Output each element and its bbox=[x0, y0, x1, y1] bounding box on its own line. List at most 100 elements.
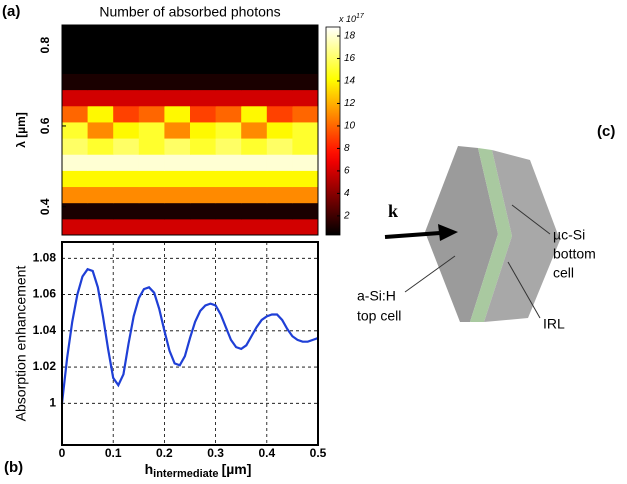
heatmap-cell bbox=[164, 170, 191, 188]
heatmap-cell bbox=[87, 170, 114, 188]
diagram-label: IRL bbox=[543, 316, 565, 332]
heatmap-cell bbox=[241, 218, 268, 235]
plot-frame bbox=[61, 24, 319, 236]
heatmap-cell bbox=[241, 121, 268, 139]
heatmap-cell bbox=[190, 25, 217, 42]
y-tick-label: 0.8 bbox=[38, 37, 52, 54]
heatmap-cell bbox=[113, 25, 140, 42]
heatmap-cell bbox=[62, 41, 89, 58]
solar-cell-diagram: k µc-Si bottom cell a-Si:H top cell IRL … bbox=[357, 123, 615, 332]
heatmap-cell bbox=[241, 41, 268, 58]
heatmap-cell bbox=[215, 25, 242, 42]
heatmap-cell bbox=[138, 186, 165, 204]
colorbar-tick-label: 10 bbox=[344, 121, 356, 132]
y-tick-label: 1.08 bbox=[33, 250, 57, 264]
heatmap-cell bbox=[266, 154, 293, 171]
heatmap-cell bbox=[292, 121, 318, 139]
heatmap-cell bbox=[215, 154, 242, 171]
heatmap-cell bbox=[241, 57, 268, 74]
heatmap-cell bbox=[113, 41, 140, 58]
colorbar-tick-label: 8 bbox=[344, 143, 350, 154]
heatmap-cell bbox=[138, 73, 165, 91]
heatmap-cell bbox=[266, 73, 293, 91]
heatmap-cell bbox=[62, 170, 89, 188]
heatmap-cell bbox=[87, 202, 114, 220]
heatmap-cell bbox=[266, 186, 293, 204]
x-axis-label-subscript: intermediate bbox=[153, 468, 218, 480]
heatmap-cell bbox=[164, 154, 191, 171]
colorbar-tick-label: 18 bbox=[344, 31, 356, 42]
multiplier-base: x 10 bbox=[338, 14, 356, 24]
heatmap-cell bbox=[292, 202, 318, 220]
heatmap-cell bbox=[113, 138, 140, 155]
heatmap-cell bbox=[266, 105, 293, 123]
colorbar-tick-label: 2 bbox=[343, 211, 350, 222]
heatmap-cell bbox=[138, 25, 165, 42]
heatmap-cell bbox=[190, 186, 217, 204]
y-axis-label: λ [µm] bbox=[14, 112, 28, 148]
wave-vector-label: k bbox=[388, 201, 398, 221]
heatmap-cell bbox=[266, 138, 293, 155]
heatmap-cell bbox=[62, 218, 89, 235]
colorbar-tick-label: 4 bbox=[344, 188, 350, 199]
heatmap-cell bbox=[292, 138, 318, 155]
heatmap-cell bbox=[62, 202, 89, 220]
x-tick-label: 0.1 bbox=[105, 446, 122, 460]
panel-label: (c) bbox=[597, 123, 615, 140]
heatmap-cell bbox=[164, 73, 191, 91]
heatmap-cell bbox=[215, 218, 242, 235]
heatmap-cell bbox=[62, 138, 89, 155]
y-tick-label: 1 bbox=[49, 395, 56, 409]
heatmap-cell bbox=[215, 105, 242, 123]
heatmap-cell bbox=[215, 202, 242, 220]
heatmap-cell bbox=[164, 25, 191, 42]
heatmap-cell bbox=[138, 154, 165, 171]
heatmap-cell bbox=[292, 73, 318, 91]
colorbar-multiplier: x 1017 bbox=[338, 13, 365, 25]
colorbar bbox=[325, 26, 341, 236]
top-cell-layer bbox=[425, 146, 498, 322]
y-tick-label: 1.04 bbox=[33, 323, 57, 337]
heatmap-cell bbox=[215, 186, 242, 204]
heatmap-cell bbox=[241, 73, 268, 91]
heatmap-cell bbox=[292, 105, 318, 123]
plot-background bbox=[62, 242, 318, 445]
heatmap-cell bbox=[215, 57, 242, 74]
heatmap-cell bbox=[292, 25, 318, 42]
heatmap-cell bbox=[266, 57, 293, 74]
leader-line bbox=[507, 261, 541, 319]
heatmap-cell bbox=[138, 89, 165, 107]
heatmap-cell bbox=[62, 73, 89, 91]
x-axis-label: hintermediate [µm] bbox=[145, 461, 252, 480]
heatmap-cell bbox=[113, 121, 140, 139]
heatmap-cell bbox=[215, 138, 242, 155]
heatmap-cell bbox=[266, 41, 293, 58]
heatmap-cell bbox=[87, 218, 114, 235]
heatmap-cell bbox=[138, 105, 165, 123]
heatmap-cell bbox=[215, 170, 242, 188]
panel-label: (a) bbox=[2, 3, 20, 20]
heatmap-cell bbox=[190, 138, 217, 155]
heatmap-cell bbox=[138, 57, 165, 74]
heatmap-cell bbox=[113, 73, 140, 91]
heatmap-cell bbox=[164, 105, 191, 123]
heatmap-cell bbox=[215, 41, 242, 58]
heatmap-cell bbox=[62, 25, 89, 42]
x-tick-label: 0.4 bbox=[258, 446, 275, 460]
heatmap-cell bbox=[266, 89, 293, 107]
bottom-cell-layer bbox=[484, 150, 560, 322]
heatmap-cell bbox=[87, 57, 114, 74]
heatmap-cell bbox=[190, 154, 217, 171]
heatmap-cell bbox=[241, 170, 268, 188]
heatmap-cell bbox=[164, 41, 191, 58]
heatmap-cell bbox=[292, 170, 318, 188]
heatmap-cell bbox=[164, 138, 191, 155]
heatmap-cell bbox=[190, 105, 217, 123]
irl-layer bbox=[470, 148, 512, 322]
heatmap-cell bbox=[138, 170, 165, 188]
heatmap-cell bbox=[241, 25, 268, 42]
heatmap-cell bbox=[164, 218, 191, 235]
diagram-label: µc-Si bbox=[553, 227, 585, 243]
heatmap-cell bbox=[190, 121, 217, 139]
